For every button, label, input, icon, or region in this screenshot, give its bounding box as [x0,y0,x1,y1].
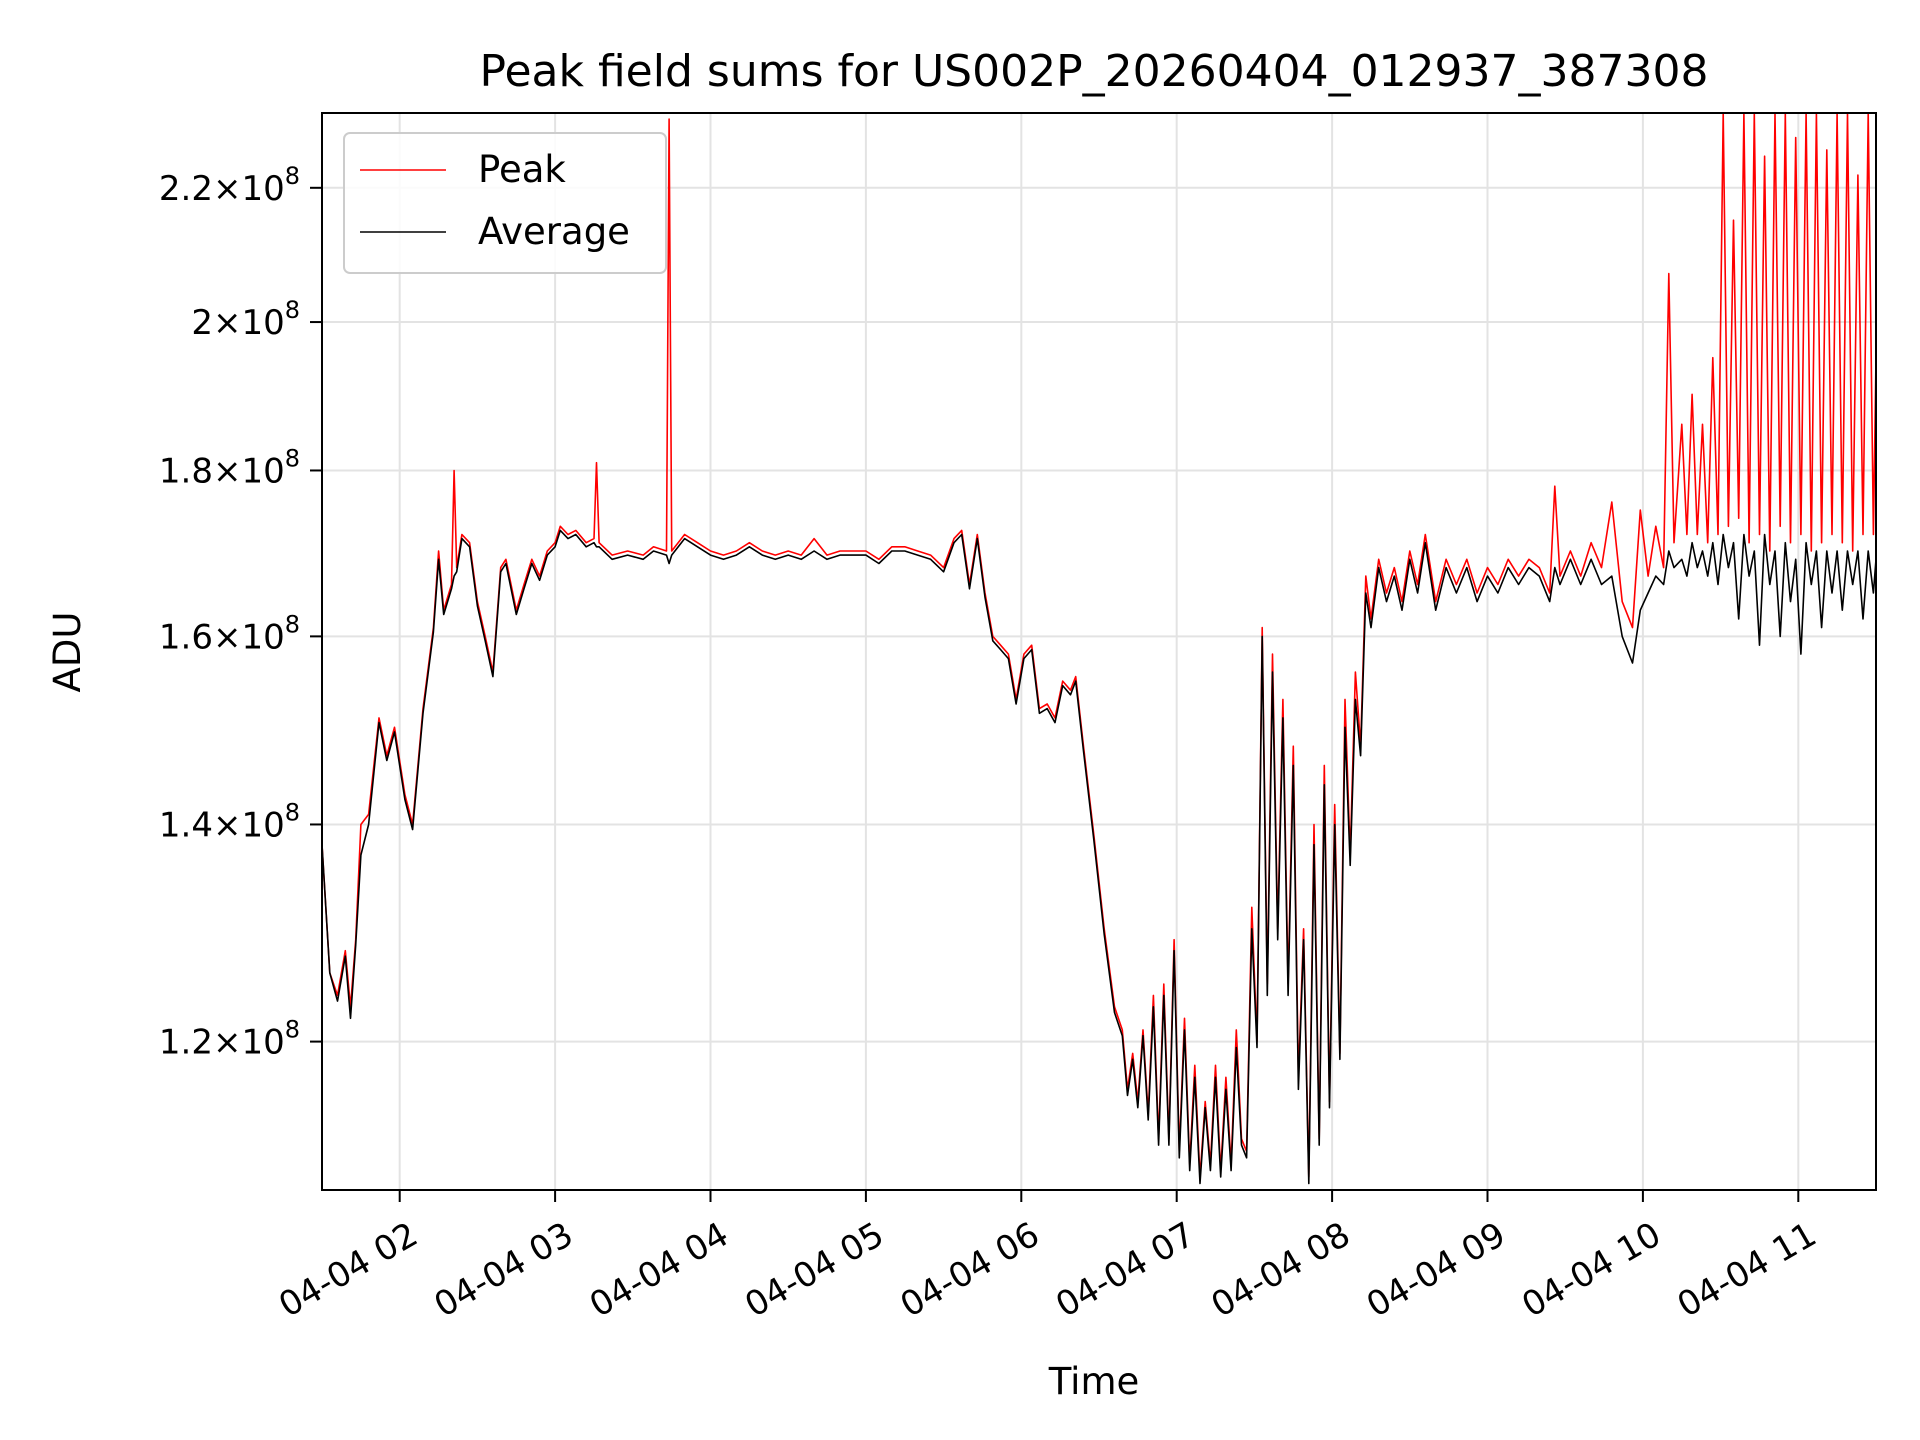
y-tick-label: 1.2×108 [159,1016,300,1063]
y-tick-label: 1.6×108 [159,610,300,657]
legend-label-average: Average [478,210,630,253]
series-line-peak [322,113,1876,1178]
legend-box [343,132,667,274]
y-axis-label: ADU [46,612,89,693]
legend: Peak Average [343,132,667,274]
y-tick-label: 2×108 [191,296,300,343]
y-tick-label: 1.4×108 [159,798,300,845]
chart-title: Peak field sums for US002P_20260404_0129… [480,46,1709,97]
series-layer [322,113,1876,1185]
y-tick-label: 2.2×108 [159,162,300,209]
y-axis: 1.2×108 1.4×108 1.6×108 1.8×108 2×108 2.2×108 [159,162,322,1063]
y-tick-label: 1.8×108 [159,444,300,491]
series-line-average [322,529,1876,1185]
x-axis-label: Time [1048,1360,1140,1403]
legend-label-peak: Peak [478,148,566,191]
plot-frame [321,112,1877,1191]
